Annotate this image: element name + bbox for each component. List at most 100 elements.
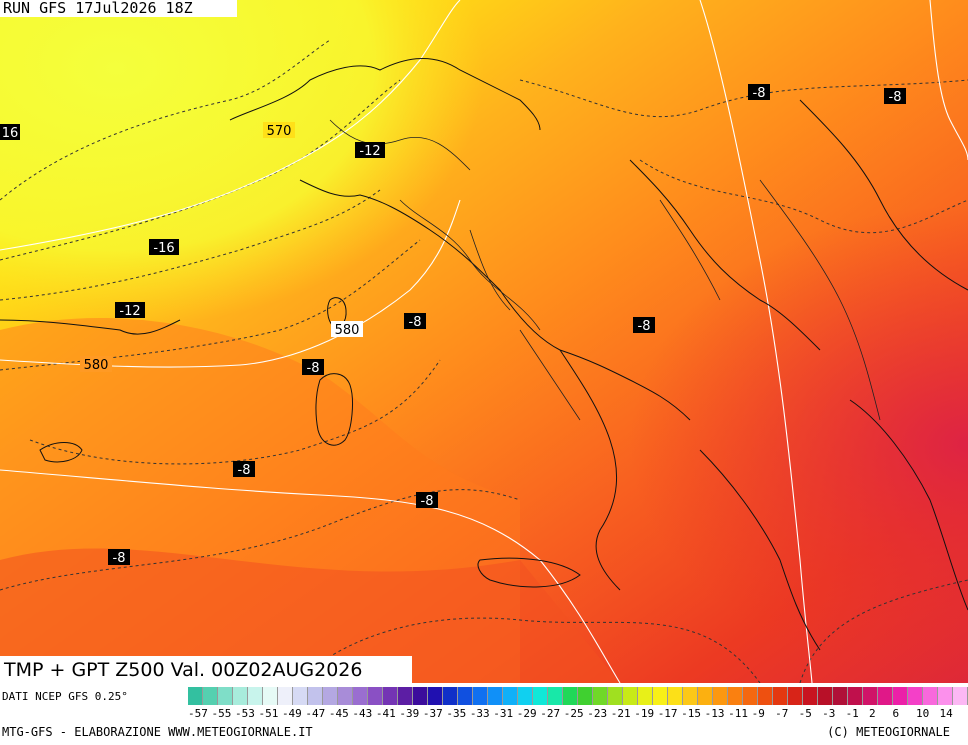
color-scale-tick: -55 [211,707,232,720]
color-scale-swatch [278,687,293,705]
regional-borders [329,119,881,421]
color-scale-swatch [188,687,203,705]
svg-text:-8: -8 [753,86,766,101]
temp-label-group: -8 -8 -12 -16 -12 -8 -8 -8 -8 -8 -8 16 [0,84,906,566]
color-scale-swatch [788,687,803,705]
color-scale-tick: -27 [540,707,561,720]
color-scale-tick: -3 [822,707,836,720]
color-scale-swatch [728,687,743,705]
color-scale-tick: -29 [516,707,537,720]
color-scale-swatch [938,687,953,705]
color-scale-tick: -51 [258,707,279,720]
map-title: TMP + GPT Z500 Val. 00Z02AUG2026 [0,656,412,684]
temp-label: -8 [302,359,324,376]
color-scale-swatch [533,687,548,705]
temp-label: -12 [115,302,145,319]
color-scale-swatch [668,687,683,705]
color-scale-tick: -17 [657,707,678,720]
svg-text:-8: -8 [113,551,126,566]
temp-label: 16 [0,124,20,141]
weather-map: -8 -8 -12 -16 -12 -8 -8 -8 -8 -8 -8 16 5… [0,0,968,683]
color-scale-swatch [743,687,758,705]
color-scale-swatch [818,687,833,705]
color-scale-tick: -15 [681,707,702,720]
svg-text:-8: -8 [238,463,251,478]
gpt-label: 580 [80,356,112,373]
color-scale-swatch [233,687,248,705]
color-scale-swatch [683,687,698,705]
footer-credit: MTG-GFS - ELABORAZIONE WWW.METEOGIORNALE… [2,725,313,739]
color-scale-tick: -31 [493,707,514,720]
color-scale-tick: -43 [352,707,373,720]
gpt-label: 580 [331,321,363,338]
temperature-isolines [0,39,968,683]
temp-label: -12 [355,142,385,159]
color-scale-swatch [293,687,308,705]
svg-text:-8: -8 [638,319,651,334]
color-scale-swatch [563,687,578,705]
color-scale-bar [188,687,968,705]
color-scale-swatch [758,687,773,705]
color-scale-tick: -37 [422,707,443,720]
color-scale-tick: -33 [469,707,490,720]
svg-text:570: 570 [267,124,292,139]
color-scale-swatch [368,687,383,705]
svg-text:16: 16 [2,126,19,141]
color-scale-swatch [623,687,638,705]
svg-text:-12: -12 [359,144,380,159]
color-scale-tick: -1 [845,707,859,720]
color-scale-swatch [653,687,668,705]
color-scale-tick: 6 [892,707,900,720]
color-scale-tick: 2 [869,707,876,720]
color-scale-tick: -19 [634,707,655,720]
color-scale-tick: -5 [798,707,812,720]
svg-text:-8: -8 [307,361,320,376]
color-scale-tick: -41 [375,707,396,720]
color-scale-swatch [833,687,848,705]
temp-label: -8 [233,461,255,478]
svg-text:-8: -8 [421,494,434,509]
color-scale-swatch [503,687,518,705]
svg-text:580: 580 [335,323,360,338]
color-scale-tick: -49 [281,707,302,720]
color-scale-swatch [353,687,368,705]
color-scale-tick: -57 [188,707,208,720]
color-scale-tick: 10 [916,707,930,720]
color-scale-swatch [908,687,923,705]
color-scale-swatch [203,687,218,705]
color-scale-swatch [638,687,653,705]
color-scale-tick: -21 [610,707,631,720]
color-scale-swatch [338,687,353,705]
warm-band-south [0,548,620,683]
temp-label: -8 [748,84,770,101]
color-scale-tick: 14 [939,707,953,720]
data-source: DATI NCEP GFS 0.25° [2,690,128,703]
color-scale-tick: -25 [563,707,584,720]
color-scale-tick: -11 [728,707,749,720]
color-scale-swatch [518,687,533,705]
temp-label: -16 [149,239,179,256]
svg-text:-12: -12 [119,304,140,319]
coastlines [0,57,968,651]
color-scale-swatch [443,687,458,705]
color-scale-swatch [578,687,593,705]
color-scale-swatch [488,687,503,705]
color-scale-tick: -47 [305,707,326,720]
color-scale-swatch [923,687,938,705]
color-scale-swatch [878,687,893,705]
color-scale-swatch [413,687,428,705]
color-scale-swatch [218,687,233,705]
color-scale-swatch [383,687,398,705]
gpt-label-group: 570 580 580 [80,122,363,373]
color-scale-swatch [398,687,413,705]
color-scale-swatch [608,687,623,705]
color-scale-tick: -39 [399,707,420,720]
color-scale-swatch [713,687,728,705]
svg-text:-16: -16 [153,241,174,256]
svg-text:-8: -8 [409,315,422,330]
color-scale-tick: -53 [234,707,255,720]
color-scale-swatch [893,687,908,705]
svg-text:-8: -8 [889,90,902,105]
color-scale-tick: -23 [587,707,608,720]
temp-label: -8 [633,317,655,334]
